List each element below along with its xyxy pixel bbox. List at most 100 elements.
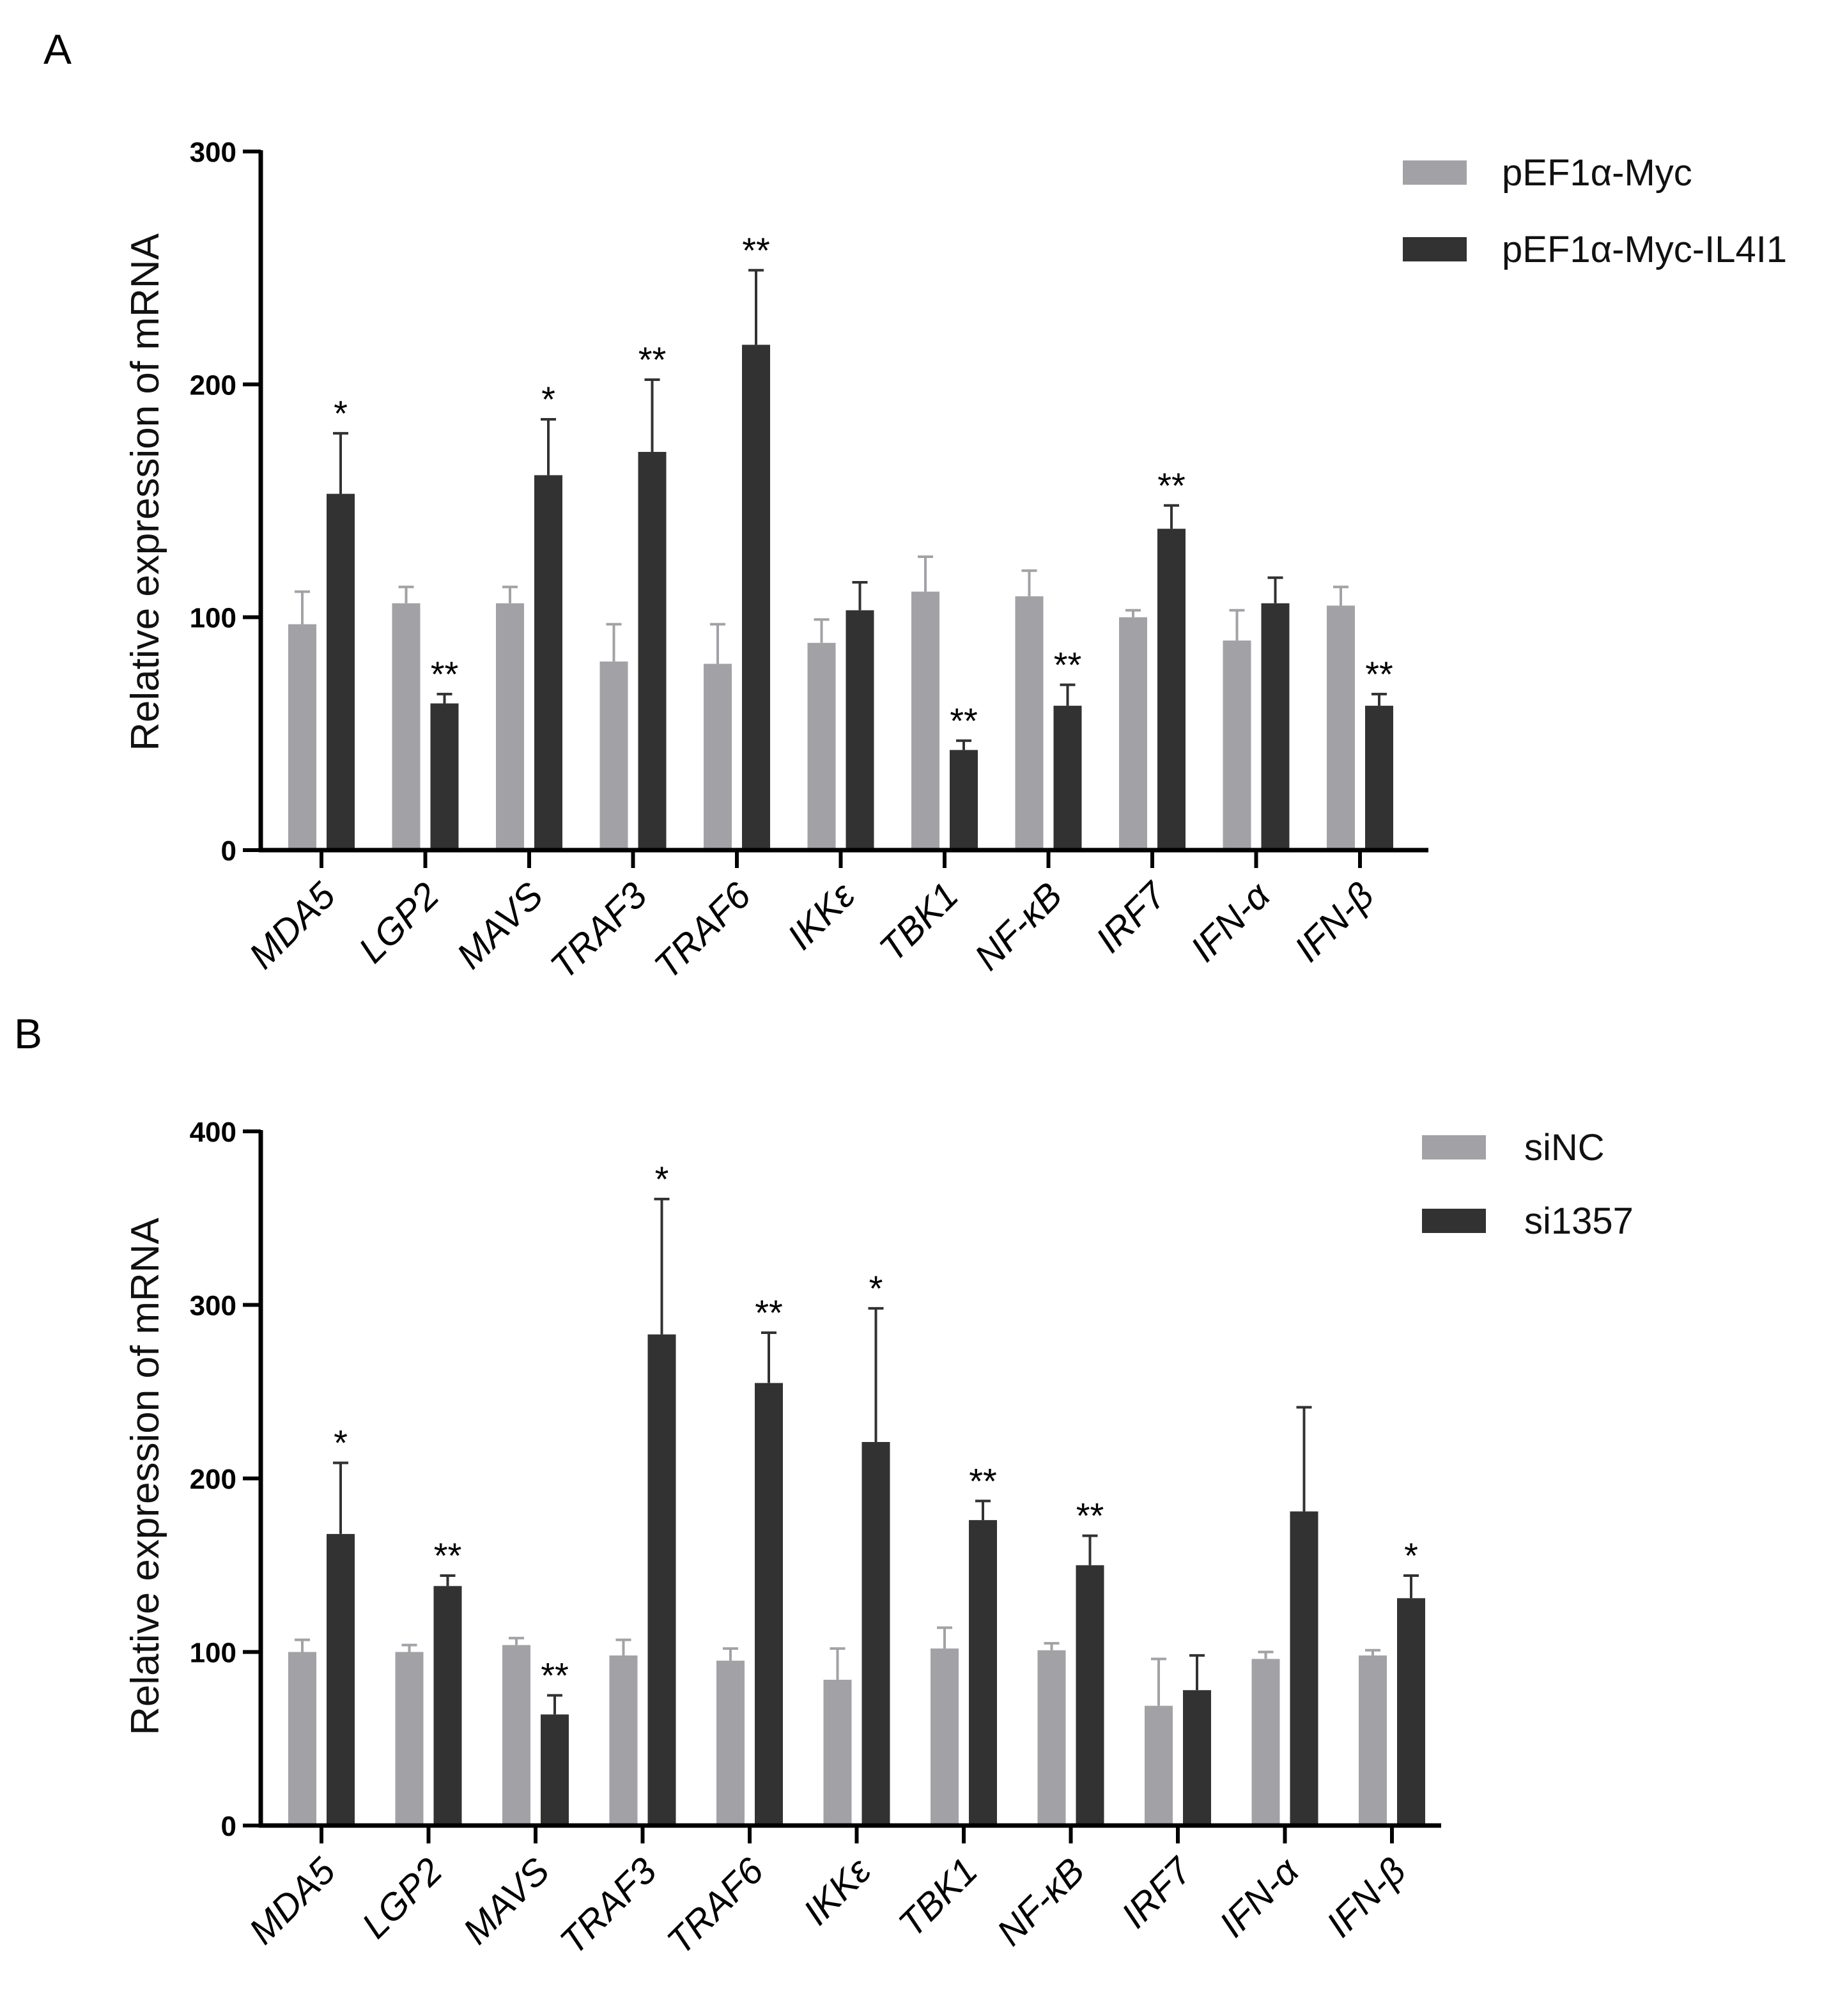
panel-b-bar (823, 1679, 852, 1826)
panel-b-x-tick-label: IFN-α (1212, 1849, 1308, 1945)
panel-a-bar (911, 591, 939, 850)
panel-a-significance-mark: ** (1054, 644, 1082, 685)
panel-b-x-tick-label: MDA5 (241, 1850, 343, 1952)
panel-b-bar (288, 1652, 316, 1826)
panel-b-bar (395, 1652, 424, 1826)
panel-a-y-tick-label: 300 (190, 137, 236, 168)
panel-a-x-tick-label: IRF7 (1088, 873, 1175, 961)
panel-b-x-tick-label: NF-κB (989, 1850, 1093, 1953)
panel-a-bar (1327, 605, 1355, 850)
panel-b-y-tick-label: 0 (221, 1811, 236, 1842)
panel-a-bar (534, 475, 562, 850)
panel-b-y-axis-label: Relative expression of mRNA (123, 1217, 167, 1735)
panel-a-bar (599, 661, 628, 850)
panel-a-bar (950, 750, 978, 850)
panel-b-significance-mark: ** (541, 1655, 569, 1695)
panel-b-bar (433, 1586, 462, 1826)
panel-b: B Relative expression of mRNA **********… (14, 1010, 1634, 1962)
panel-a-legend-label: pEF1α-Myc-IL4I1 (1502, 229, 1787, 270)
panel-b-significance-mark: ** (434, 1535, 462, 1576)
panel-b-x-tick-label: TRAF3 (552, 1850, 665, 1962)
panel-a-x-tick-label: MDA5 (241, 874, 343, 977)
panel-b-significance-mark: ** (969, 1461, 997, 1501)
panel-b-legend-label: siNC (1524, 1127, 1605, 1168)
panel-b-y-tick-label: 400 (190, 1117, 236, 1148)
panel-b-bar (327, 1533, 355, 1826)
panel-b-x-tick-label: LGP2 (354, 1850, 451, 1946)
panel-b-bar (1076, 1565, 1104, 1826)
panel-b-significance-mark: ** (755, 1292, 783, 1333)
panel-a-significance-mark: ** (638, 339, 667, 380)
panel-a-x-tick-label: MAVS (449, 874, 551, 977)
panel-b-bar (1037, 1650, 1066, 1826)
panel-a-bar (496, 603, 524, 850)
panel-a-bar (807, 642, 836, 850)
panel-b-bar (861, 1441, 890, 1826)
panel-b-bar (647, 1334, 676, 1826)
panel-a-y-tick-label: 100 (190, 603, 236, 634)
panel-a-bar (1365, 706, 1393, 850)
panel-a-bar (1157, 529, 1186, 850)
panel-a-x-tick-label: NF-κB (967, 874, 1070, 978)
panel-a-x-tick-label: TRAF3 (543, 874, 655, 987)
panel-b-legend-label: si1357 (1524, 1200, 1634, 1242)
panel-a-x-tick-label: TBK1 (872, 874, 967, 970)
panel-a-letter: A (43, 26, 72, 73)
panel-b-bar (541, 1714, 569, 1826)
panel-b-significance-mark: * (655, 1159, 669, 1199)
panel-a-x-tick-label: IFN-α (1183, 874, 1279, 970)
panel-b-bar (1251, 1659, 1280, 1826)
panel-b-x-tick-label: IKKε (796, 1849, 879, 1933)
panel-a-bar (327, 493, 355, 850)
panel-b-bar (1397, 1598, 1425, 1826)
panel-a-significance-mark: ** (1365, 654, 1393, 694)
panel-b-bar (1183, 1690, 1211, 1826)
panel-a-bar (846, 610, 874, 850)
panel-a-x-tick-label: IFN-β (1286, 874, 1382, 970)
panel-a-x-tick-label: LGP2 (351, 874, 447, 971)
panel-b-bar (1359, 1655, 1387, 1826)
panel-b-legend-swatch (1422, 1209, 1486, 1233)
panel-a-x-tick-label: TRAF6 (646, 874, 759, 987)
panel-a-bar (742, 345, 770, 850)
panel-b-bar (969, 1520, 997, 1826)
panel-a-bar (1261, 603, 1290, 850)
panel-a-x-tick-label: IKKε (780, 874, 863, 958)
panel-a: A Relative expression of mRNA **********… (43, 26, 1787, 987)
panel-a-bar (704, 663, 732, 850)
panel-b-x-tick-label: IFN-β (1318, 1850, 1414, 1945)
panel-a-legend-swatch (1403, 160, 1467, 185)
panel-a-bar (430, 703, 459, 850)
panel-b-y-tick-label: 300 (190, 1291, 236, 1322)
panel-b-bar (502, 1645, 530, 1826)
panel-b-bar (609, 1655, 638, 1826)
panel-b-y-tick-label: 200 (190, 1464, 236, 1495)
panel-b-y-tick-label: 100 (190, 1638, 236, 1669)
panel-a-bar (288, 624, 316, 850)
panel-a-bar (638, 451, 667, 850)
panel-b-x-tick-label: TRAF6 (659, 1850, 771, 1962)
panel-a-significance-mark: * (334, 393, 348, 433)
panel-b-legend-swatch (1422, 1135, 1486, 1159)
panel-a-legend-swatch (1403, 237, 1467, 261)
panel-a-y-tick-label: 0 (221, 835, 236, 867)
panel-a-significance-mark: ** (431, 654, 459, 694)
panel-b-bar (716, 1661, 745, 1826)
panel-b-bar (931, 1648, 959, 1826)
panel-a-significance-mark: ** (950, 701, 978, 741)
panel-b-significance-mark: ** (1076, 1496, 1104, 1536)
panel-a-bar (1223, 640, 1251, 850)
panel-b-bar (1290, 1511, 1318, 1826)
panel-b-significance-mark: * (869, 1268, 883, 1308)
panel-b-bar (755, 1383, 783, 1826)
panel-a-y-axis-label: Relative expression of mRNA (123, 233, 167, 750)
panel-b-significance-mark: * (334, 1423, 348, 1463)
panel-b-x-tick-label: MAVS (455, 1850, 557, 1952)
panel-b-bar (1145, 1705, 1173, 1826)
panel-b-significance-mark: * (1404, 1535, 1418, 1576)
panel-a-bar (1053, 706, 1082, 850)
panel-b-letter: B (14, 1010, 42, 1057)
panel-a-bar (392, 603, 421, 850)
panel-a-significance-mark: ** (1157, 465, 1186, 506)
